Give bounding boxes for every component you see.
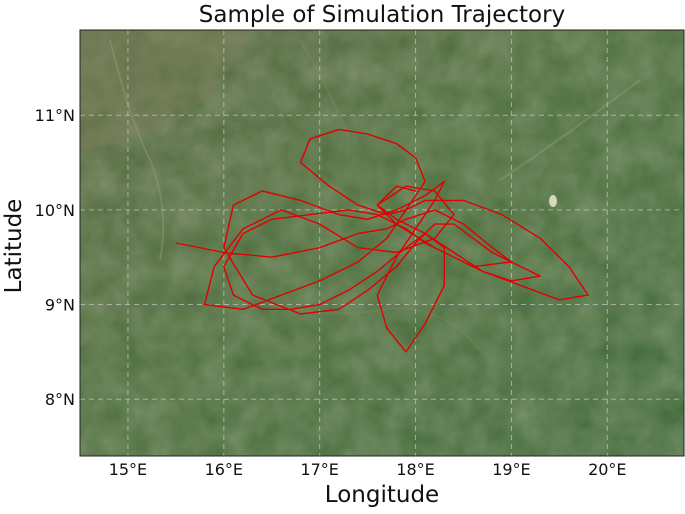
y-tick-label: 10°N — [35, 201, 75, 220]
x-tick-label: 18°E — [396, 460, 434, 479]
x-tick-label: 19°E — [492, 460, 530, 479]
chart-title: Sample of Simulation Trajectory — [198, 2, 566, 28]
y-tick-label: 11°N — [35, 106, 75, 125]
x-tick-labels: 15°E 16°E 17°E 18°E 19°E 20°E — [109, 460, 627, 479]
x-tick-label: 15°E — [109, 460, 147, 479]
gridlines — [80, 30, 684, 456]
y-tick-label: 9°N — [45, 296, 75, 315]
y-tick-labels: 8°N 9°N 10°N 11°N — [35, 106, 75, 409]
x-tick-label: 17°E — [300, 460, 338, 479]
plot-frame — [79, 29, 685, 457]
trajectory-line — [175, 128, 589, 353]
y-tick-label: 8°N — [45, 390, 75, 409]
y-axis-label: Latitude — [1, 198, 27, 294]
x-tick-label: 16°E — [205, 460, 243, 479]
x-tick-label: 20°E — [588, 460, 626, 479]
pale-spot — [549, 195, 557, 207]
trajectory — [175, 128, 589, 353]
x-axis-label: Longitude — [324, 482, 440, 508]
